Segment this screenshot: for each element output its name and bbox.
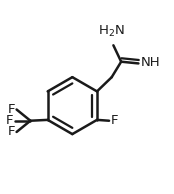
Text: NH: NH: [140, 56, 160, 69]
Text: F: F: [6, 114, 14, 127]
Text: H$_2$N: H$_2$N: [98, 24, 125, 39]
Text: F: F: [8, 126, 15, 139]
Text: F: F: [111, 114, 119, 127]
Text: F: F: [8, 103, 15, 116]
